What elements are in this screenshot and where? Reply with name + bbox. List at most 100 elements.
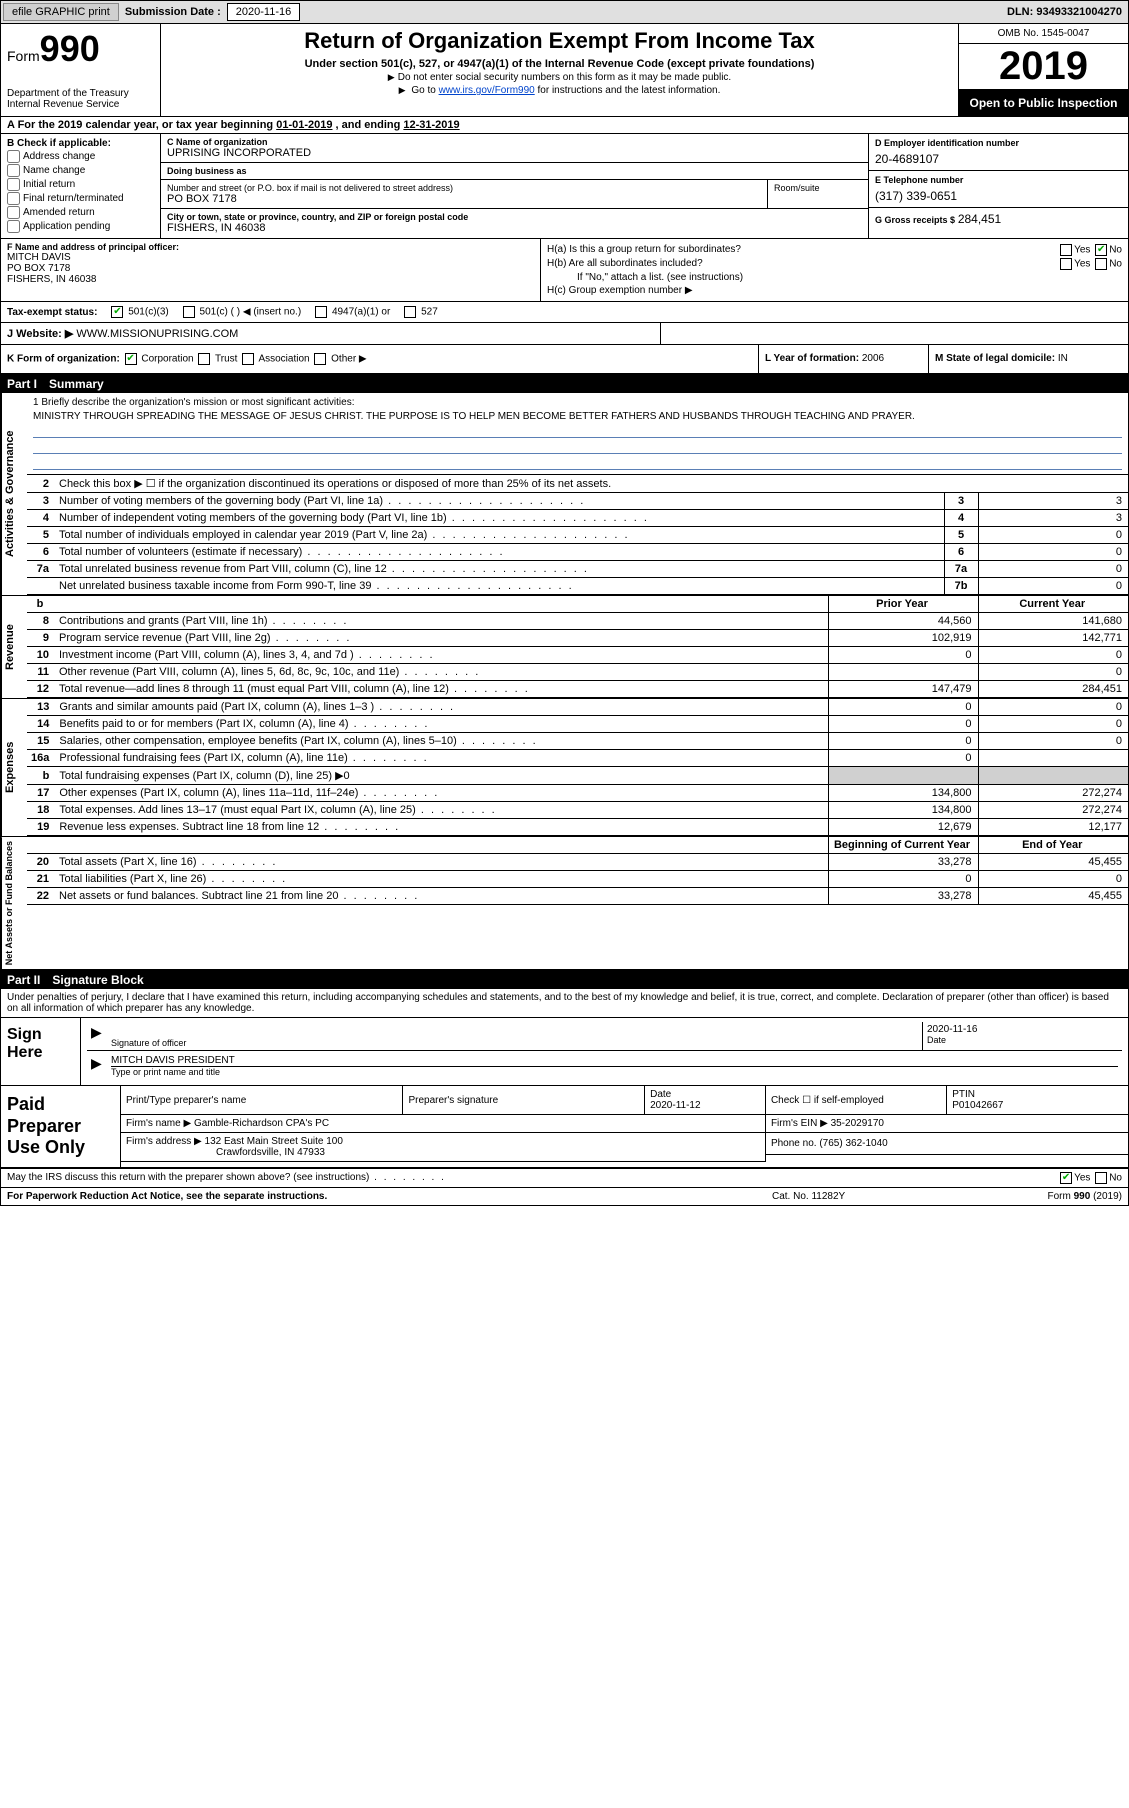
line-desc: Grants and similar amounts paid (Part IX… [55, 699, 828, 716]
website-value: WWW.MISSIONUPRISING.COM [76, 328, 238, 340]
box-l: L Year of formation: 2006 [758, 345, 928, 373]
line-prior: 44,560 [828, 613, 978, 630]
line-current [978, 750, 1128, 767]
fh-row: F Name and address of principal officer:… [1, 239, 1128, 302]
chk-corp[interactable] [125, 353, 137, 365]
mission-block: 1 Briefly describe the organization's mi… [27, 393, 1128, 475]
line-num: b [27, 767, 55, 785]
line-num [27, 578, 55, 595]
line-desc: Number of voting members of the governin… [55, 493, 944, 510]
firm-ein-value: 35-2029170 [831, 1118, 884, 1129]
mission-question: 1 Briefly describe the organization's mi… [33, 397, 1122, 408]
chk-527[interactable] [404, 306, 416, 318]
form-title: Return of Organization Exempt From Incom… [167, 28, 952, 54]
line-desc: Total number of volunteers (estimate if … [55, 544, 944, 561]
hb-label: H(b) Are all subordinates included? [547, 258, 1058, 270]
info-grid: B Check if applicable: Address change Na… [1, 134, 1128, 239]
dept-label: Department of the Treasury Internal Reve… [7, 88, 154, 110]
line-amt: 0 [978, 544, 1128, 561]
line-prior: 12,679 [828, 819, 978, 836]
vtab-expenses: Expenses [1, 699, 27, 836]
hb-no[interactable] [1095, 258, 1107, 270]
prep-name-label: Print/Type preparer's name [126, 1095, 397, 1106]
submission-date-label: Submission Date : [121, 4, 225, 20]
line-num: 17 [27, 785, 55, 802]
line-prior: 33,278 [828, 854, 978, 871]
netassets-table: Beginning of Current YearEnd of Year20To… [27, 837, 1128, 905]
box-f: F Name and address of principal officer:… [1, 239, 541, 301]
firm-addr-label: Firm's address ▶ [126, 1136, 202, 1147]
line-current: 141,680 [978, 613, 1128, 630]
line-num: 13 [27, 699, 55, 716]
discuss-yes[interactable] [1060, 1172, 1072, 1184]
klm-row: K Form of organization: Corporation Trus… [1, 345, 1128, 375]
sign-block: Sign Here ▶ Signature of officer 2020-11… [1, 1018, 1128, 1086]
chk-501c3[interactable] [111, 306, 123, 318]
line-desc: Check this box ▶ ☐ if the organization d… [55, 475, 1128, 493]
firm-ein-label: Firm's EIN ▶ [771, 1118, 828, 1129]
col-current: Current Year [978, 596, 1128, 613]
preparer-table: Print/Type preparer's name Preparer's si… [121, 1086, 1128, 1162]
line-prior: 0 [828, 699, 978, 716]
line-num: 21 [27, 871, 55, 888]
box-b: B Check if applicable: Address change Na… [1, 134, 161, 238]
preparer-block: Paid Preparer Use Only Print/Type prepar… [1, 1086, 1128, 1169]
line-num: 15 [27, 733, 55, 750]
firm-addr1: 132 East Main Street Suite 100 [205, 1136, 343, 1147]
line-prior: 0 [828, 871, 978, 888]
vtab-governance: Activities & Governance [1, 393, 27, 595]
chk-address-change[interactable]: Address change [7, 150, 154, 163]
sig-name-value: MITCH DAVIS PRESIDENT [111, 1055, 1118, 1066]
line-current: 0 [978, 647, 1128, 664]
chk-501c[interactable] [183, 306, 195, 318]
line-num: 2 [27, 475, 55, 493]
ha-yes[interactable] [1060, 244, 1072, 256]
efile-print-button[interactable]: efile GRAPHIC print [3, 3, 119, 21]
line-num: 7a [27, 561, 55, 578]
line-desc: Total liabilities (Part X, line 26) [55, 871, 828, 888]
header-left: Form990 Department of the Treasury Inter… [1, 24, 161, 116]
line-num: 11 [27, 664, 55, 681]
col-current: End of Year [978, 837, 1128, 854]
box-m: M State of legal domicile: IN [928, 345, 1128, 373]
irs-link[interactable]: www.irs.gov/Form990 [439, 85, 535, 96]
website-row: J Website: ▶ WWW.MISSIONUPRISING.COM [1, 323, 1128, 345]
ha-no[interactable] [1095, 244, 1107, 256]
chk-amended-return[interactable]: Amended return [7, 206, 154, 219]
box-h: H(a) Is this a group return for subordin… [541, 239, 1128, 301]
box-i: Tax-exempt status: 501(c)(3) 501(c) ( ) … [1, 302, 1128, 323]
period-end: 12-31-2019 [403, 119, 459, 131]
firm-name-value: Gamble-Richardson CPA's PC [194, 1118, 329, 1129]
chk-initial-return[interactable]: Initial return [7, 178, 154, 191]
form-id-footer: Form 990 (2019) [972, 1191, 1122, 1202]
org-name-value: UPRISING INCORPORATED [167, 147, 862, 159]
chk-application-pending[interactable]: Application pending [7, 220, 154, 233]
city-value: FISHERS, IN 46038 [167, 222, 862, 234]
chk-other[interactable] [314, 353, 326, 365]
ein-label: D Employer identification number [875, 138, 1122, 148]
chk-final-return[interactable]: Final return/terminated [7, 192, 154, 205]
chk-4947[interactable] [315, 306, 327, 318]
line-amt: 0 [978, 527, 1128, 544]
chk-trust[interactable] [198, 353, 210, 365]
line-num: 9 [27, 630, 55, 647]
line-prior [828, 664, 978, 681]
line-prior: 0 [828, 750, 978, 767]
hb-yes[interactable] [1060, 258, 1072, 270]
line-current: 0 [978, 664, 1128, 681]
discuss-no[interactable] [1095, 1172, 1107, 1184]
state-domicile: IN [1058, 353, 1068, 364]
period-begin: 01-01-2019 [276, 119, 332, 131]
line-num: 3 [27, 493, 55, 510]
line-current: 0 [978, 716, 1128, 733]
chk-assoc[interactable] [242, 353, 254, 365]
firm-phone-label: Phone no. [771, 1138, 817, 1149]
line-current: 142,771 [978, 630, 1128, 647]
line-num: 10 [27, 647, 55, 664]
expenses-section: Expenses 13Grants and similar amounts pa… [1, 698, 1128, 836]
chk-name-change[interactable]: Name change [7, 164, 154, 177]
header-title-block: Return of Organization Exempt From Incom… [161, 24, 958, 116]
line-prior: 0 [828, 733, 978, 750]
line-desc: Net unrelated business taxable income fr… [55, 578, 944, 595]
preparer-title: Paid Preparer Use Only [1, 1086, 121, 1167]
